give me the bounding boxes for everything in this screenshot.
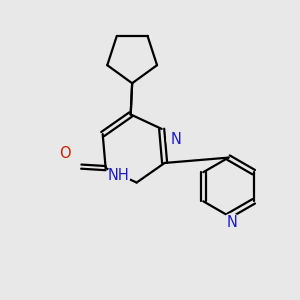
Circle shape [107, 164, 130, 187]
Text: N: N [170, 132, 181, 147]
Circle shape [167, 131, 185, 148]
Circle shape [223, 214, 241, 232]
Text: O: O [59, 146, 71, 161]
Text: N: N [226, 215, 237, 230]
Circle shape [56, 145, 74, 163]
Text: NH: NH [108, 168, 130, 183]
